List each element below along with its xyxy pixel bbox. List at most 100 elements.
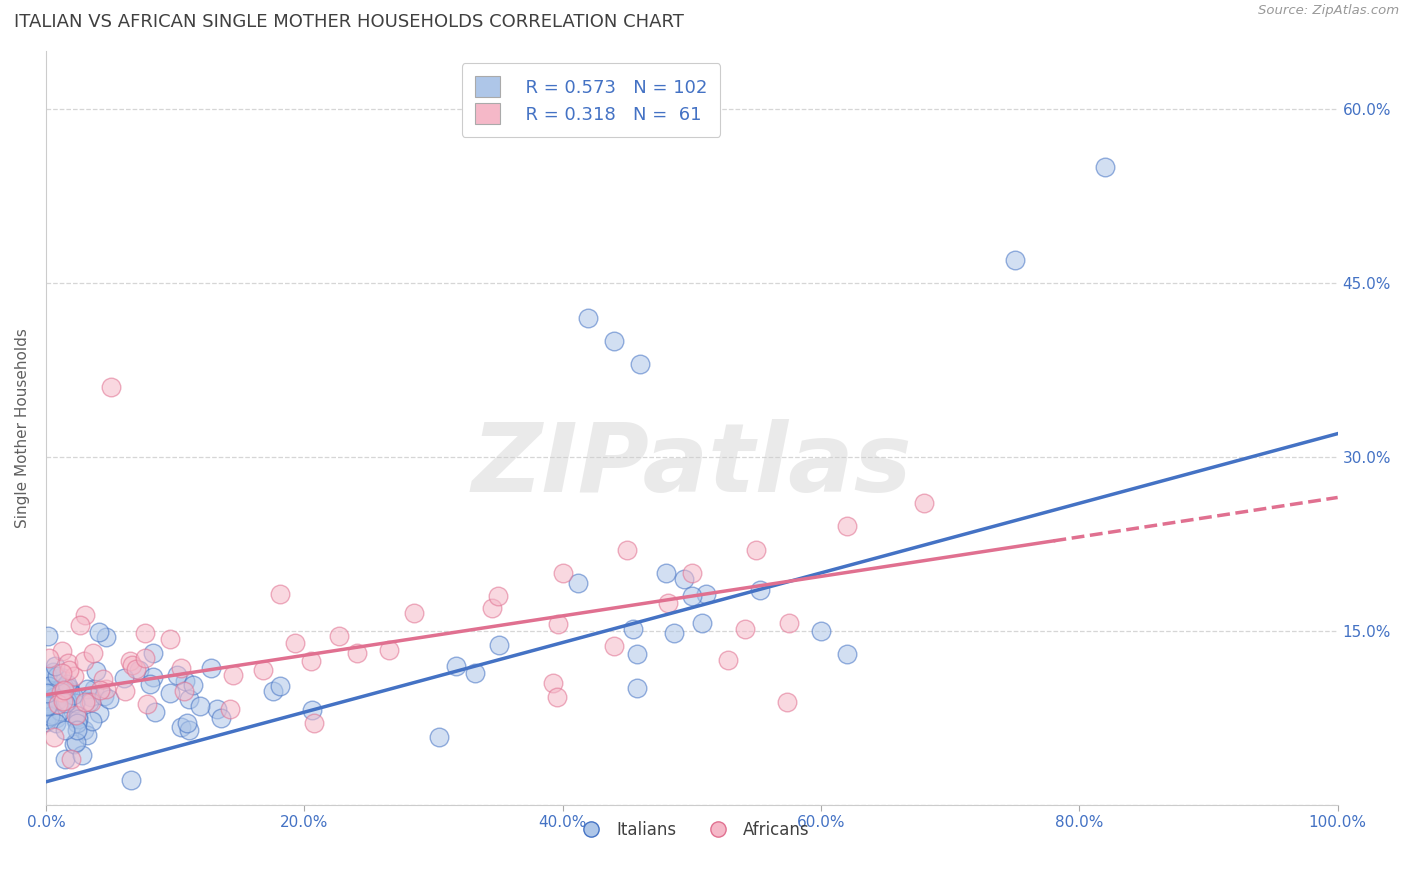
Point — [49, 704, 72, 718]
Point — [222, 667, 245, 681]
Point — [35, 685, 58, 699]
Point — [38, 679, 60, 693]
Point — [748, 582, 770, 597]
Point — [75, 607, 97, 622]
Point — [38, 696, 60, 710]
Point — [112, 671, 135, 685]
Point — [681, 589, 703, 603]
Point — [681, 566, 703, 580]
Point — [143, 705, 166, 719]
Legend: Italians, Africans: Italians, Africans — [568, 814, 815, 846]
Point — [63, 696, 86, 710]
Point — [188, 698, 211, 713]
Point — [177, 723, 200, 738]
Point — [44, 690, 66, 704]
Point — [776, 695, 799, 709]
Point — [59, 689, 82, 703]
Point — [219, 702, 242, 716]
Point — [52, 694, 75, 708]
Point — [778, 616, 800, 631]
Point — [41, 665, 63, 679]
Point — [551, 566, 574, 580]
Point — [695, 587, 717, 601]
Point — [121, 658, 143, 673]
Point — [67, 709, 90, 723]
Point — [177, 692, 200, 706]
Text: Source: ZipAtlas.com: Source: ZipAtlas.com — [1258, 4, 1399, 18]
Point — [66, 723, 89, 737]
Point — [51, 665, 73, 680]
Point — [176, 716, 198, 731]
Point — [541, 676, 564, 690]
Point — [97, 691, 120, 706]
Point — [120, 654, 142, 668]
Point — [86, 664, 108, 678]
Point — [55, 680, 77, 694]
Point — [53, 696, 76, 710]
Point — [72, 654, 94, 668]
Point — [65, 716, 87, 731]
Point — [51, 684, 73, 698]
Point — [302, 715, 325, 730]
Point — [73, 723, 96, 737]
Point — [142, 646, 165, 660]
Point — [138, 677, 160, 691]
Point — [45, 711, 67, 725]
Point — [56, 694, 79, 708]
Point — [488, 639, 510, 653]
Point — [58, 681, 80, 696]
Point — [53, 723, 76, 738]
Point — [70, 748, 93, 763]
Point — [628, 357, 651, 371]
Point — [621, 622, 644, 636]
Point — [37, 698, 59, 713]
Point — [94, 682, 117, 697]
Point — [1004, 252, 1026, 267]
Point — [835, 647, 858, 661]
Point — [284, 636, 307, 650]
Point — [58, 663, 80, 677]
Point — [690, 616, 713, 631]
Point — [120, 773, 142, 788]
Point — [75, 694, 97, 708]
Point — [76, 681, 98, 696]
Point — [45, 669, 67, 683]
Point — [63, 738, 86, 752]
Point — [662, 626, 685, 640]
Point — [183, 678, 205, 692]
Point — [45, 715, 67, 730]
Point — [35, 712, 58, 726]
Point — [1094, 160, 1116, 174]
Point — [269, 587, 291, 601]
Point — [616, 542, 638, 557]
Point — [481, 600, 503, 615]
Point — [626, 647, 648, 661]
Point — [35, 668, 58, 682]
Point — [301, 703, 323, 717]
Point — [35, 715, 58, 730]
Point — [37, 629, 59, 643]
Point — [603, 640, 626, 654]
Point — [82, 646, 104, 660]
Point — [912, 496, 935, 510]
Point — [128, 663, 150, 677]
Point — [200, 661, 222, 675]
Point — [100, 380, 122, 394]
Point — [56, 656, 79, 670]
Point — [170, 661, 193, 675]
Point — [209, 711, 232, 725]
Point — [114, 684, 136, 698]
Point — [58, 684, 80, 698]
Point — [262, 684, 284, 698]
Point — [174, 673, 197, 688]
Point — [346, 646, 368, 660]
Point — [673, 572, 696, 586]
Point — [37, 686, 59, 700]
Point — [55, 676, 77, 690]
Point — [745, 542, 768, 557]
Point — [46, 693, 69, 707]
Text: ZIPatlas: ZIPatlas — [471, 419, 912, 512]
Point — [46, 697, 69, 711]
Point — [42, 707, 65, 722]
Point — [65, 707, 87, 722]
